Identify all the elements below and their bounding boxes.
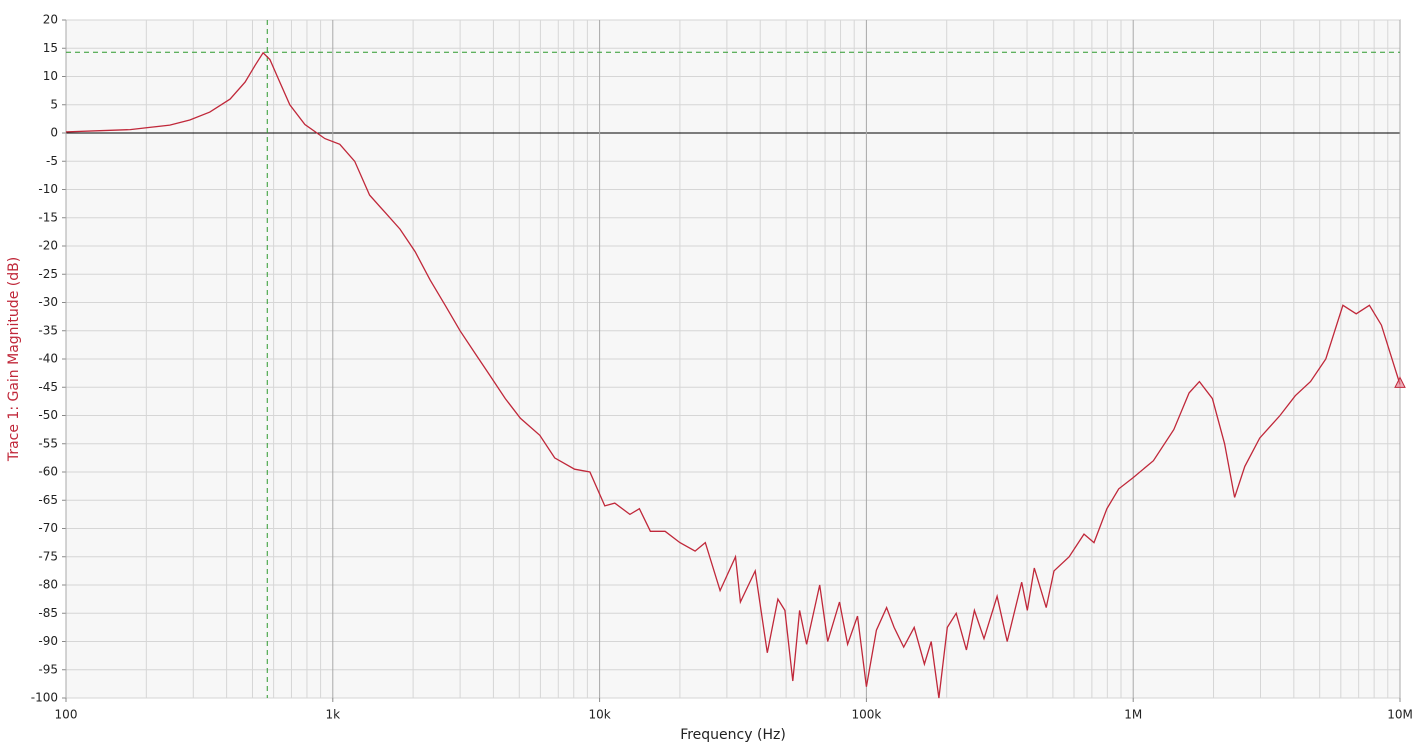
x-tick-label: 10k	[588, 708, 610, 722]
y-tick-label: -80	[38, 578, 58, 592]
trace-line	[65, 51, 1401, 699]
y-tick-label: -85	[38, 606, 58, 620]
x-tick-label: 1M	[1124, 708, 1142, 722]
y-tick-label: -55	[38, 436, 58, 450]
x-tick-label: 100k	[851, 708, 881, 722]
y-tick-label: -25	[38, 267, 58, 281]
y-tick-label: -50	[38, 408, 58, 422]
y-tick-label: -10	[38, 182, 58, 196]
y-tick-label: -20	[38, 239, 58, 253]
y-tick-label: -65	[38, 493, 58, 507]
y-tick-label: -5	[46, 154, 58, 168]
y-tick-label: 20	[43, 13, 58, 27]
y-tick-label: -40	[38, 352, 58, 366]
y-axis-title: Trace 1: Gain Magnitude (dB)	[6, 257, 22, 462]
y-tick-label: 10	[43, 69, 58, 83]
y-tick-label: 0	[50, 126, 58, 140]
x-tick-label: 1k	[326, 708, 341, 722]
y-tick-label: -100	[31, 691, 58, 705]
y-tick-label: -75	[38, 549, 58, 563]
y-tick-label: 15	[43, 41, 58, 55]
y-tick-label: -30	[38, 295, 58, 309]
y-tick-label: -35	[38, 323, 58, 337]
y-tick-label: -45	[38, 380, 58, 394]
y-tick-label: -60	[38, 465, 58, 479]
y-tick-label: -95	[38, 662, 58, 676]
x-axis-title: Frequency (Hz)	[680, 727, 786, 743]
y-tick-label: -70	[38, 521, 58, 535]
y-tick-label: 5	[50, 97, 58, 111]
x-tick-label: 10M	[1387, 708, 1413, 722]
y-tick-label: -15	[38, 210, 58, 224]
x-tick-label: 100	[55, 708, 78, 722]
end-marker	[1394, 376, 1406, 388]
y-tick-label: -90	[38, 634, 58, 648]
